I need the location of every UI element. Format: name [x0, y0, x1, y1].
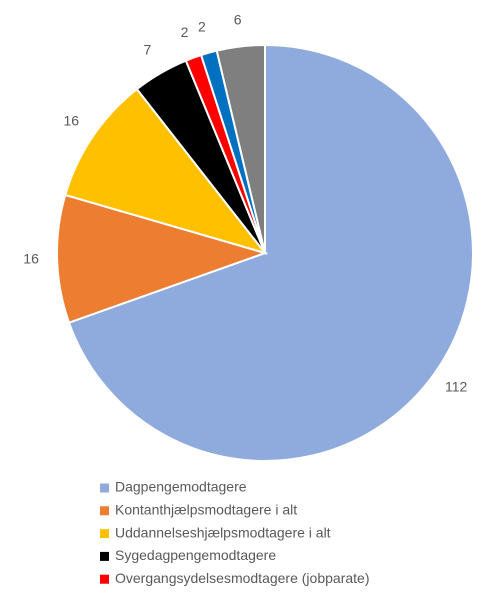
legend-swatch — [100, 483, 109, 493]
legend-swatch — [100, 529, 109, 539]
data-label: 112 — [445, 379, 468, 395]
data-label: 16 — [23, 251, 39, 267]
legend-swatch — [100, 551, 109, 561]
legend-swatch — [100, 506, 109, 516]
data-label: 2 — [181, 24, 189, 40]
pie-slice — [64, 87, 268, 255]
legend-label: Dagpengemodtagere — [115, 479, 247, 495]
legend-label: Overgangsydelsesmodtagere (jobparate) — [115, 570, 369, 586]
data-label: 16 — [63, 113, 79, 129]
pie-slice — [67, 43, 474, 462]
data-label: 6 — [234, 11, 242, 27]
pie-slice — [215, 43, 266, 254]
legend-swatch — [100, 574, 109, 584]
data-label: 2 — [198, 18, 206, 34]
legend-label: Kontanthjælpsmodtagere i alt — [115, 502, 297, 518]
pie-slice — [56, 193, 269, 324]
legend-label: Sygedagpengemodtagere — [115, 547, 276, 563]
data-label: 7 — [143, 41, 151, 57]
legend-label: Uddannelseshjælpsmodtagere i alt — [115, 524, 331, 540]
